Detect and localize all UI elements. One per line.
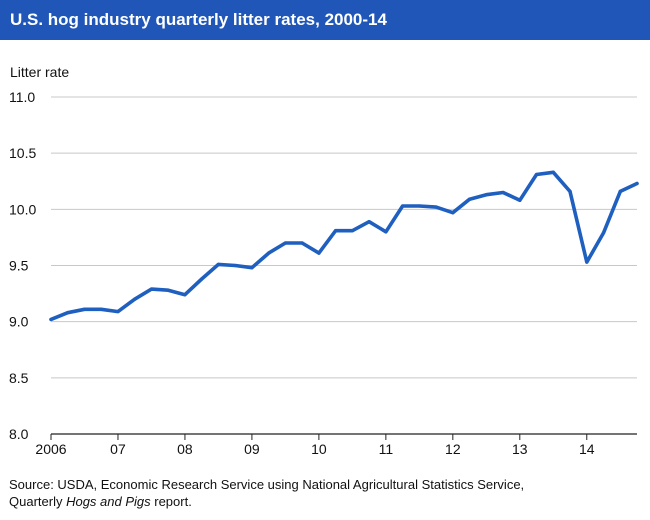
data-point [250,266,254,270]
x-tick-label: 12 [445,441,461,457]
data-point [534,172,539,177]
data-point [99,307,103,311]
x-tick-label: 2006 [35,441,66,457]
data-point [133,297,137,301]
source-line-1: Source: USDA, Economic Research Service … [9,477,525,492]
series-layer [49,170,639,322]
data-point [434,205,438,209]
y-tick-label: 10.0 [9,201,36,217]
source-line-2-prefix: Quarterly [9,494,67,509]
data-point [149,287,154,291]
data-point [467,197,472,201]
y-axis-label: Litter rate [10,64,70,80]
series-line [49,170,639,322]
data-point [300,241,304,245]
y-tick-labels: 8.0 8.5 9.0 9.5 10.0 10.5 11.0 [9,89,36,442]
y-tick-label: 11.0 [9,89,35,105]
data-point [518,198,522,202]
x-axis [50,433,637,440]
grid-lines [51,96,637,379]
data-point [585,260,589,264]
data-point [401,204,405,208]
source-note: Source: USDA, Economic Research Service … [9,476,639,510]
data-point [601,231,606,235]
data-point [618,189,622,193]
source-line-2-suffix: report. [150,494,192,509]
litter-rate-chart: 8.0 8.5 9.0 9.5 10.0 10.5 11.0 2006 07 08 09 10 11 1… [9,89,639,457]
data-point [417,204,421,208]
y-tick-label: 9.0 [9,314,29,330]
y-tick-label: 8.0 [9,426,29,442]
data-point [501,190,505,195]
data-point [116,309,120,314]
y-tick-label: 10.5 [9,145,36,161]
y-tick-label: 9.5 [9,258,29,274]
data-point [568,189,572,193]
data-point [484,193,488,197]
data-point [233,263,237,268]
data-point [82,307,87,311]
data-point [267,251,271,255]
data-point [551,170,555,174]
data-point [49,317,53,322]
data-point [334,229,338,233]
data-point [216,262,221,266]
x-tick-label: 09 [244,441,260,457]
source-line-2-italic: Hogs and Pigs [66,494,151,509]
data-point [350,229,354,233]
y-tick-label: 8.5 [9,370,29,386]
data-point [166,288,170,292]
data-point [317,251,321,255]
data-point [183,293,187,297]
data-point [367,220,371,224]
x-tick-label: 14 [579,441,595,457]
x-tick-label: 07 [110,441,126,457]
chart-title: U.S. hog industry quarterly litter rates… [0,0,650,40]
data-point [66,311,70,315]
data-point [384,230,388,234]
x-tick-labels: 2006 07 08 09 10 11 12 13 14 [35,441,594,457]
data-point [451,211,455,215]
x-tick-label: 11 [379,441,394,457]
x-tick-label: 13 [512,441,528,457]
data-point [635,181,639,186]
x-tick-label: 08 [177,441,193,457]
data-point [200,277,204,281]
x-tick-label: 10 [311,441,327,457]
data-point [283,241,287,245]
